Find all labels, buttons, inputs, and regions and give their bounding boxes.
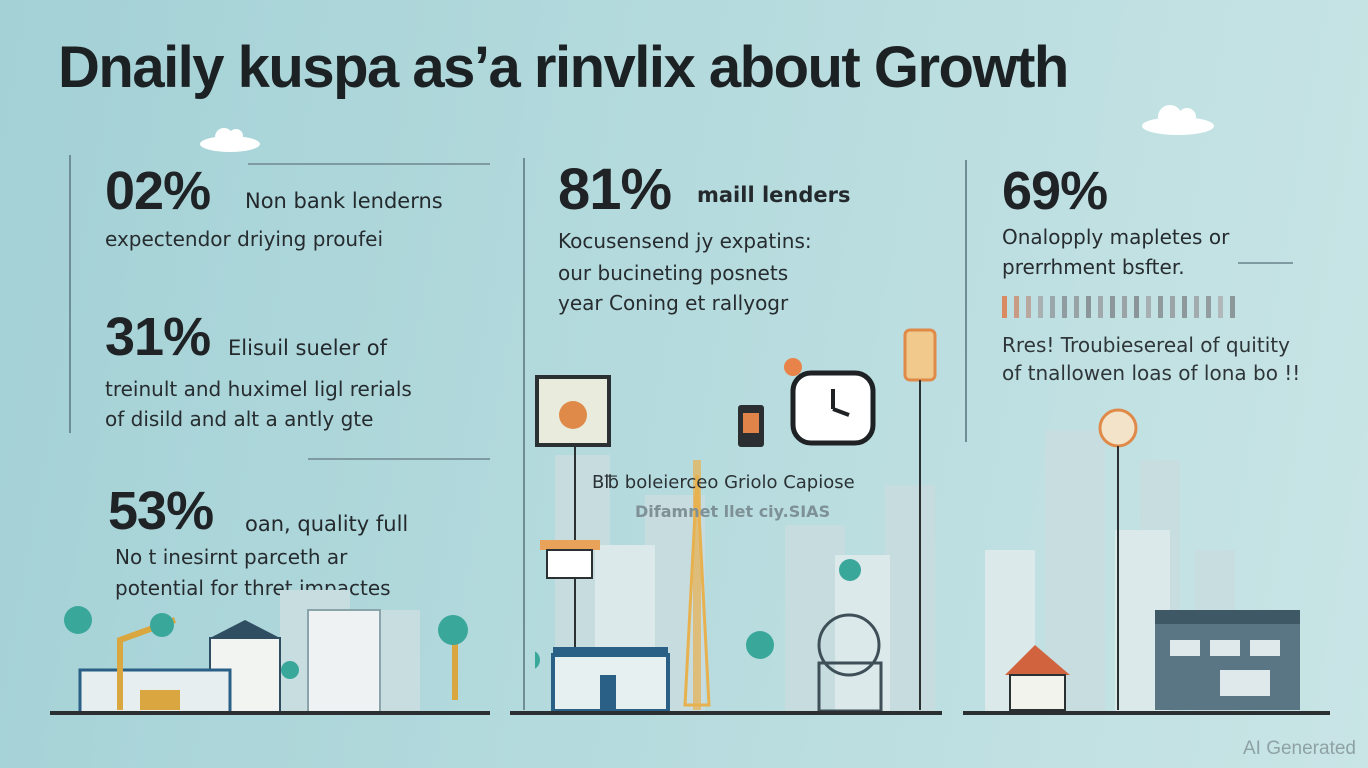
- city-illustration: [64, 590, 468, 714]
- stat-description: No t inesirnt parceth ar: [115, 545, 348, 569]
- bar-segment: [1206, 296, 1211, 318]
- cloud-icon: [200, 128, 260, 152]
- stat-description: of disild and alt a antly gte: [105, 407, 374, 431]
- stat-description: Onalopply mapletes or: [1002, 225, 1230, 249]
- bar-segment: [1110, 296, 1115, 318]
- stat-description: prerrhment bsfter.: [1002, 255, 1185, 279]
- stat-value: 69%: [1002, 161, 1108, 221]
- city-subcaption: Difamnet llet ciy.SIAS: [635, 502, 831, 521]
- bar-segment: [1122, 296, 1127, 318]
- bar-segment: [1098, 296, 1103, 318]
- divider: [965, 160, 967, 442]
- bar-segment: [1158, 296, 1163, 318]
- bar-segment: [1062, 296, 1067, 318]
- stat-value: 31%: [105, 307, 211, 367]
- bar-segment: [1194, 296, 1199, 318]
- divider: [308, 458, 490, 460]
- page-title: Dnaily kuspa as’a rinvlix about Growth: [58, 35, 1069, 100]
- city-caption: B℔ boleierceo Griolo Capiose: [592, 472, 855, 493]
- stat-description: Kocusensend jy expatins:: [558, 229, 812, 253]
- divider: [248, 163, 490, 165]
- bar-segment: [1074, 296, 1079, 318]
- bar-segment: [1146, 296, 1151, 318]
- stat-value: 02%: [105, 161, 211, 221]
- bar-segment: [1230, 296, 1235, 318]
- bar-segment: [1218, 296, 1223, 318]
- city-illustration: [535, 328, 937, 715]
- stat-description: expectendor driying proufei: [105, 227, 384, 251]
- stat-label: Non bank lenderns: [245, 189, 443, 213]
- bar-segment: [1038, 296, 1043, 318]
- footnote: of tnallowen loas of lona bo !!: [1002, 361, 1301, 385]
- bar-segment: [1182, 296, 1187, 318]
- bar-segment: [1050, 296, 1055, 318]
- ground-line: [50, 711, 490, 715]
- cloud-icon: [1142, 105, 1214, 135]
- city-illustration: [985, 408, 1300, 714]
- bar-segment: [1014, 296, 1019, 318]
- stat-label: oan, quality full: [245, 512, 409, 536]
- stat-description: treinult and huximel ligl rerials: [105, 377, 412, 401]
- bar-segment: [1086, 296, 1091, 318]
- divider: [523, 158, 525, 710]
- stat-value: 81%: [558, 157, 672, 222]
- bar-segment: [1026, 296, 1031, 318]
- bar-segment: [1002, 296, 1007, 318]
- footnote: Rres! Troubiesereal of quitity: [1002, 333, 1290, 357]
- bar-segment: [1170, 296, 1175, 318]
- bar-strip: [1002, 296, 1242, 322]
- stat-label: Elisuil sueler of: [228, 336, 388, 360]
- stat-description: year Coning et rallyogr: [558, 291, 789, 315]
- stat-value: 53%: [108, 481, 214, 541]
- bar-segment: [1134, 296, 1139, 318]
- ground-line: [963, 711, 1330, 715]
- divider: [1238, 262, 1293, 264]
- divider: [69, 155, 71, 433]
- stat-label: maill lenders: [697, 183, 851, 207]
- watermark: AI Generated: [1242, 738, 1356, 759]
- ground-line: [510, 711, 942, 715]
- stat-description: our bucineting posnets: [558, 261, 789, 285]
